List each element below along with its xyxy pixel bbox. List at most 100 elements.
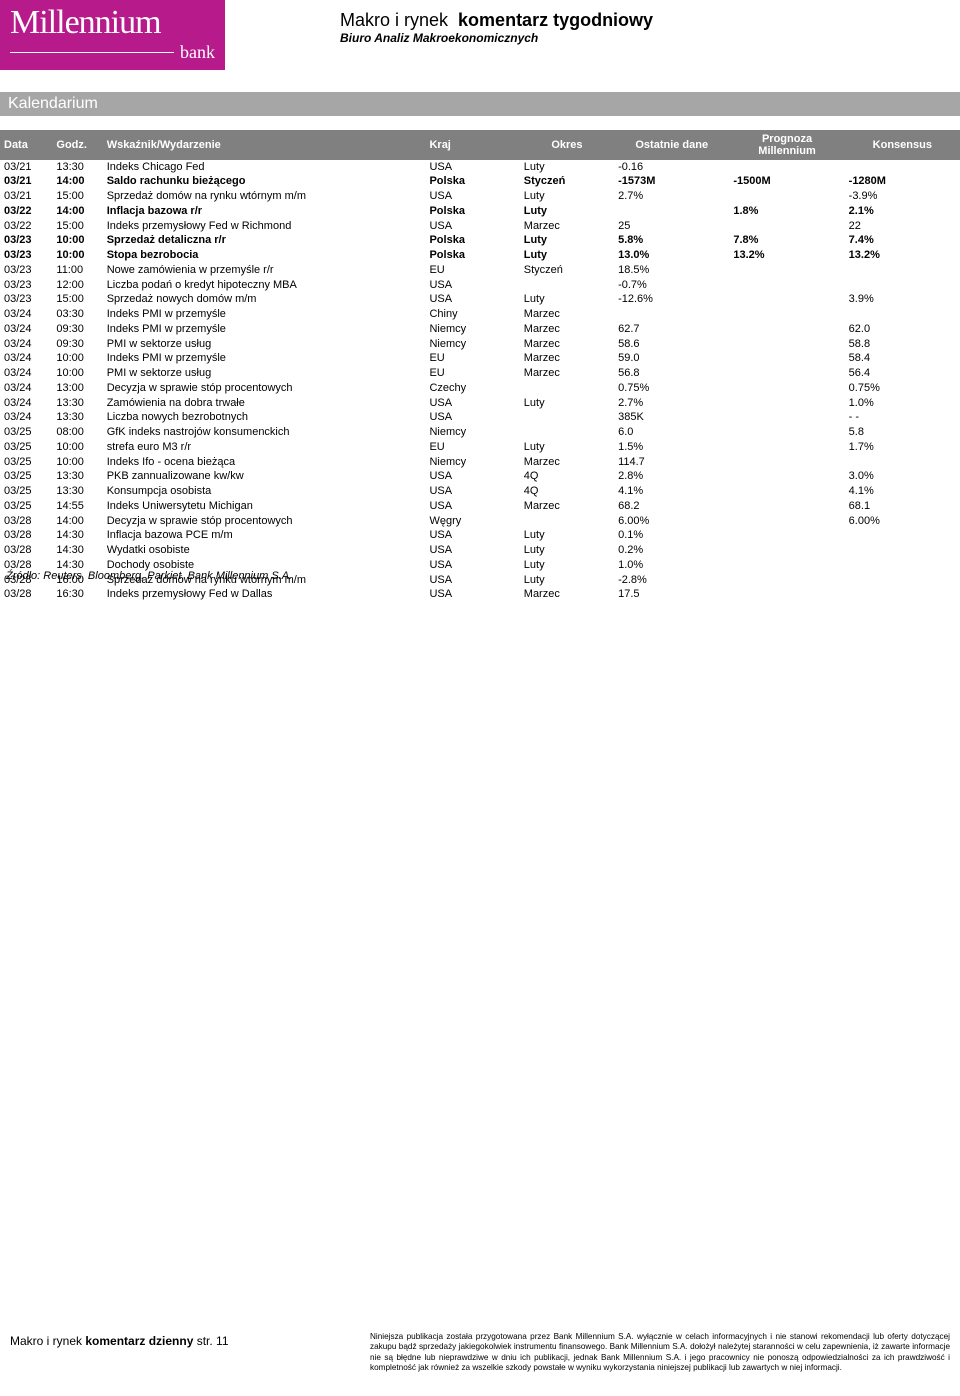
table-cell: 15:00: [52, 293, 102, 308]
table-row: 03/2814:00Decyzja w sprawie stóp procent…: [0, 514, 960, 529]
table-row: 03/2312:00Liczba podań o kredyt hipotecz…: [0, 278, 960, 293]
table-row: 03/2413:30Zamówienia na dobra trwałeUSAL…: [0, 396, 960, 411]
table-row: 03/2510:00strefa euro M3 r/rEULuty1.5%1.…: [0, 440, 960, 455]
table-row: 03/2409:30PMI w sektorze usługNiemcyMarz…: [0, 337, 960, 352]
table-cell: [729, 337, 844, 352]
table-cell: 14:00: [52, 514, 102, 529]
table-cell: Marzec: [520, 367, 614, 382]
table-cell: 10:00: [52, 352, 102, 367]
table-row: 03/2311:00Nowe zamówienia w przemyśle r/…: [0, 263, 960, 278]
table-cell: Luty: [520, 293, 614, 308]
title-bold: komentarz tygodniowy: [458, 10, 653, 30]
table-row: 03/2315:00Sprzedaż nowych domów m/mUSALu…: [0, 293, 960, 308]
table-cell: [729, 352, 844, 367]
logo-main-text: Millennium: [10, 6, 215, 40]
table-cell: Czechy: [425, 381, 519, 396]
table-cell: [845, 529, 960, 544]
table-cell: Liczba nowych bezrobotnych: [103, 411, 426, 426]
table-cell: 58.4: [845, 352, 960, 367]
table-cell: Węgry: [425, 514, 519, 529]
table-cell: Niemcy: [425, 455, 519, 470]
col-indicator: Wskaźnik/Wydarzenie: [103, 130, 426, 160]
table-cell: Konsumpcja osobista: [103, 485, 426, 500]
table-cell: Marzec: [520, 352, 614, 367]
table-cell: [729, 514, 844, 529]
table-cell: USA: [425, 396, 519, 411]
table-cell: [729, 308, 844, 323]
table-cell: USA: [425, 470, 519, 485]
table-cell: Indeks PMI w przemyśle: [103, 322, 426, 337]
table-cell: 03/23: [0, 293, 52, 308]
table-cell: 0.75%: [614, 381, 729, 396]
table-cell: -1573M: [614, 175, 729, 190]
table-cell: USA: [425, 573, 519, 588]
table-cell: [729, 426, 844, 441]
table-cell: Polska: [425, 204, 519, 219]
table-cell: USA: [425, 544, 519, 559]
table-cell: EU: [425, 440, 519, 455]
table-cell: [729, 381, 844, 396]
table-cell: 385K: [614, 411, 729, 426]
table-cell: -0.7%: [614, 278, 729, 293]
page-subtitle: Biuro Analiz Makroekonomicznych: [340, 31, 653, 45]
table-cell: 10:00: [52, 440, 102, 455]
table-cell: USA: [425, 499, 519, 514]
table-cell: Luty: [520, 529, 614, 544]
table-cell: 10:00: [52, 455, 102, 470]
table-cell: 03:30: [52, 308, 102, 323]
table-cell: [520, 426, 614, 441]
table-cell: 13:00: [52, 381, 102, 396]
table-cell: 3.0%: [845, 470, 960, 485]
table-cell: 03/25: [0, 499, 52, 514]
table-cell: 2.7%: [614, 396, 729, 411]
table-cell: 03/22: [0, 219, 52, 234]
source-note: Źródło: Reuters, Bloomberg, Parkiet, Ban…: [6, 570, 292, 582]
table-cell: Liczba podań o kredyt hipoteczny MBA: [103, 278, 426, 293]
table-cell: 2.8%: [614, 470, 729, 485]
table-cell: 03/24: [0, 411, 52, 426]
table-cell: 1.8%: [729, 204, 844, 219]
table-cell: USA: [425, 278, 519, 293]
table-cell: 03/23: [0, 249, 52, 264]
table-cell: [845, 558, 960, 573]
table-cell: 1.0%: [614, 558, 729, 573]
table-cell: 0.75%: [845, 381, 960, 396]
table-cell: [845, 278, 960, 293]
table-header-row: Data Godz. Wskaźnik/Wydarzenie Kraj Okre…: [0, 130, 960, 160]
table-cell: Marzec: [520, 455, 614, 470]
table-cell: 62.0: [845, 322, 960, 337]
table-cell: 03/24: [0, 367, 52, 382]
col-period: Okres: [520, 130, 614, 160]
table-cell: Marzec: [520, 337, 614, 352]
table-cell: [729, 160, 844, 175]
table-cell: -3.9%: [845, 190, 960, 205]
table-cell: 68.1: [845, 499, 960, 514]
table-cell: [729, 190, 844, 205]
table-cell: 58.8: [845, 337, 960, 352]
table-cell: 7.4%: [845, 234, 960, 249]
table-cell: 2.7%: [614, 190, 729, 205]
table-cell: 03/24: [0, 381, 52, 396]
logo-divider: [10, 52, 174, 53]
table-cell: Wydatki osobiste: [103, 544, 426, 559]
table-cell: 03/25: [0, 426, 52, 441]
table-cell: -2.8%: [614, 573, 729, 588]
footer-disclaimer: Niniejsza publikacja została przygotowan…: [370, 1326, 960, 1396]
table-cell: 56.4: [845, 367, 960, 382]
table-cell: 114.7: [614, 455, 729, 470]
table-row: 03/2403:30Indeks PMI w przemyśleChinyMar…: [0, 308, 960, 323]
footer-title-bold: komentarz dzienny: [85, 1334, 196, 1348]
calendar-table-wrap: Data Godz. Wskaźnik/Wydarzenie Kraj Okre…: [0, 130, 960, 603]
table-cell: USA: [425, 411, 519, 426]
table-row: 03/2508:00GfK indeks nastrojów konsumenc…: [0, 426, 960, 441]
table-cell: 5.8: [845, 426, 960, 441]
table-cell: Luty: [520, 558, 614, 573]
table-cell: [729, 440, 844, 455]
table-cell: 08:00: [52, 426, 102, 441]
table-cell: 03/21: [0, 175, 52, 190]
table-cell: [520, 514, 614, 529]
table-cell: 3.9%: [845, 293, 960, 308]
table-cell: 25: [614, 219, 729, 234]
table-cell: [845, 160, 960, 175]
table-row: 03/2115:00Sprzedaż domów na rynku wtórny…: [0, 190, 960, 205]
